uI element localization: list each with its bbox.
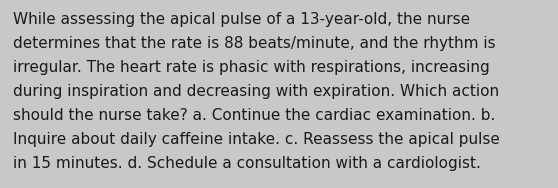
Text: While assessing the apical pulse of a 13-year-old, the nurse: While assessing the apical pulse of a 13… <box>13 12 470 27</box>
Text: should the nurse take? a. Continue the cardiac examination. b.: should the nurse take? a. Continue the c… <box>13 108 496 123</box>
Text: Inquire about daily caffeine intake. c. Reassess the apical pulse: Inquire about daily caffeine intake. c. … <box>13 132 500 147</box>
Text: in 15 minutes. d. Schedule a consultation with a cardiologist.: in 15 minutes. d. Schedule a consultatio… <box>13 156 481 171</box>
Text: during inspiration and decreasing with expiration. Which action: during inspiration and decreasing with e… <box>13 84 499 99</box>
Text: irregular. The heart rate is phasic with respirations, increasing: irregular. The heart rate is phasic with… <box>13 60 490 75</box>
Text: determines that the rate is 88 beats/minute, and the rhythm is: determines that the rate is 88 beats/min… <box>13 36 496 51</box>
